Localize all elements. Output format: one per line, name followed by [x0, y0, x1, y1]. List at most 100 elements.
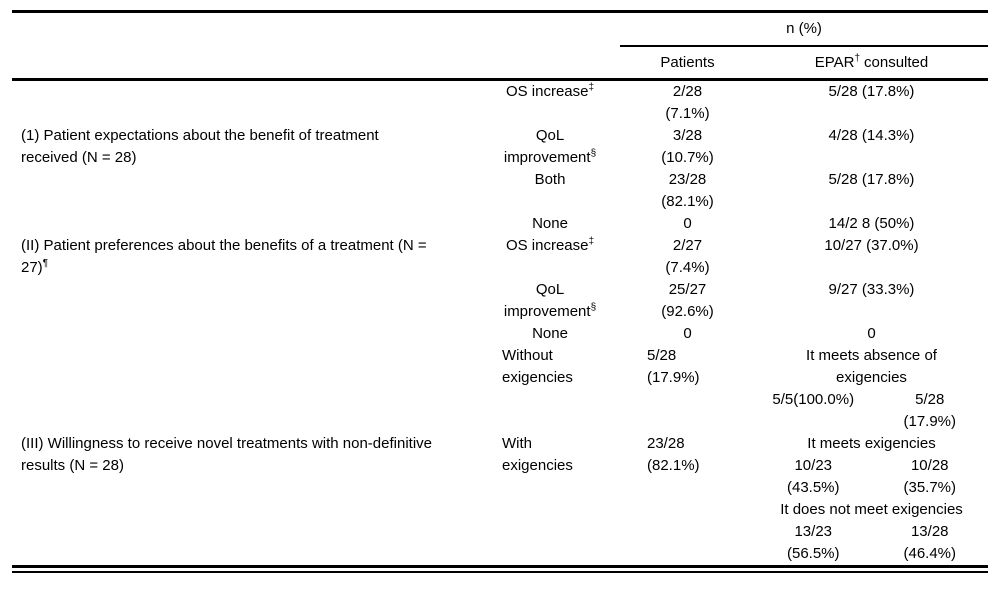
bottom-rule-thick — [12, 565, 988, 568]
value-line: 10/28 — [910, 457, 949, 474]
epar-subcolumn-right: 13/28 (46.4%) — [872, 521, 989, 565]
section-label-cell — [12, 169, 480, 213]
value-line: (10.7%) — [661, 149, 714, 166]
category-cell: Both — [480, 169, 620, 213]
value-line: 5/28 (17.8%) — [828, 171, 915, 188]
patients-cell: 3/28 (10.7%) — [620, 125, 755, 169]
patients-cell: 0 — [620, 213, 755, 235]
category-cell: OS increase‡ — [480, 81, 620, 125]
value-line: (43.5%) — [786, 479, 840, 496]
category-text: improvement — [503, 303, 591, 320]
epar-subcolumn-left: 5/5(100.0%) — [755, 389, 872, 433]
epar-subheading: It does not meet exigencies — [780, 501, 963, 518]
category-cell: None — [480, 213, 620, 235]
epar-subcolumns: 10/23 (43.5%) 10/28 (35.7%) — [755, 455, 988, 499]
category-label: With — [502, 435, 532, 452]
category-text: OS increase — [505, 237, 589, 254]
category-label: Both — [534, 171, 566, 188]
category-label: Without — [502, 347, 553, 364]
category-label: None — [532, 325, 568, 342]
value-line: 23/28 — [668, 171, 707, 188]
double-dagger-footnote-mark: ‡ — [588, 236, 595, 247]
epar-cell: 10/27 (37.0%) — [755, 235, 988, 279]
patients-column-header: Patients — [660, 54, 715, 71]
category-cell: OS increase‡ — [480, 235, 620, 279]
value-line: 2/27 — [672, 237, 703, 254]
epar-consulted-label: consulted — [864, 54, 929, 71]
section-label-line: received (N = 28) — [21, 149, 137, 166]
epar-subheading: exigencies — [836, 369, 907, 386]
section-label-line: (III) Willingness to receive novel treat… — [21, 435, 433, 452]
epar-subcolumn-right: 5/28 (17.9%) — [872, 389, 989, 433]
value-line: (82.1%) — [661, 193, 714, 210]
value-line: 9/27 (33.3%) — [828, 281, 915, 298]
epar-cell: 0 — [755, 323, 988, 345]
value-line: (35.7%) — [903, 479, 957, 496]
patients-cell: 2/27 (7.4%) — [620, 235, 755, 279]
header-bottom-rule — [12, 78, 988, 81]
value-line: 0 — [683, 215, 692, 232]
category-cell: With exigencies — [480, 433, 620, 565]
value-line: 5/28 — [915, 391, 945, 408]
epar-label: EPAR — [814, 54, 855, 71]
document-page: n (%) Patients EPAR† consulted OS increas… — [0, 10, 1000, 573]
epar-subcolumn-left: 10/23 (43.5%) — [755, 455, 872, 499]
category-cell: Without exigencies — [480, 345, 620, 433]
epar-column-header: EPAR† consulted — [755, 47, 988, 78]
section-label-cell: (II) Patient preferences about the benef… — [12, 235, 480, 279]
value-line: (92.6%) — [661, 303, 714, 320]
patients-cell: 25/27 (92.6%) — [620, 279, 755, 323]
pilcrow-footnote-mark: ¶ — [42, 258, 49, 269]
category-label: OS increase‡ — [480, 235, 620, 257]
section-label-line: (II) Patient preferences about the benef… — [21, 237, 427, 254]
epar-subheading: It meets exigencies — [807, 435, 936, 452]
value-line: 0 — [867, 325, 876, 342]
top-rule — [12, 10, 988, 13]
value-line: 5/28 — [647, 347, 677, 364]
section-label-cell — [12, 213, 480, 235]
patients-cell: 23/28 (82.1%) — [620, 169, 755, 213]
category-cell: QoL improvement§ — [480, 125, 620, 169]
patients-cell: 5/28 (17.9%) — [620, 345, 755, 433]
n-pct-header: n (%) — [786, 20, 822, 37]
epar-subcolumn-right: 10/28 (35.7%) — [872, 455, 989, 499]
double-dagger-footnote-mark: ‡ — [588, 82, 595, 93]
column-headers: Patients EPAR† consulted — [620, 47, 988, 78]
value-line: 25/27 — [668, 281, 707, 298]
section-label-cell: (III) Willingness to receive novel treat… — [12, 433, 480, 565]
section-label-cell — [12, 323, 480, 345]
category-cell: None — [480, 323, 620, 345]
section-label-cell: (1) Patient expectations about the benef… — [12, 125, 480, 169]
value-line: 3/28 — [672, 127, 703, 144]
epar-subheading: It meets absence of — [806, 347, 937, 364]
category-label: QoL — [535, 281, 565, 298]
table-body: OS increase‡ 2/28 (7.1%) 5/28 (17.8%) (1… — [12, 81, 988, 565]
value-line: 4/28 (14.3%) — [828, 127, 915, 144]
value-line: 10/23 — [794, 457, 833, 474]
value-line: 5/28 (17.8%) — [828, 83, 915, 100]
dagger-footnote-mark: † — [854, 53, 861, 64]
category-text: improvement — [503, 149, 591, 166]
epar-subcolumn-left: 13/23 (56.5%) — [755, 521, 872, 565]
section-label-text: 27) — [21, 259, 43, 276]
category-label: exigencies — [502, 369, 573, 386]
epar-cell: 4/28 (14.3%) — [755, 125, 988, 169]
header-left-spacer — [12, 13, 620, 78]
header-right-group: n (%) Patients EPAR† consulted — [620, 13, 988, 78]
category-label: improvement§ — [480, 147, 620, 169]
value-line: 2/28 — [672, 83, 703, 100]
section-label-line: results (N = 28) — [21, 457, 124, 474]
value-line: (46.4%) — [903, 545, 957, 562]
section-sign-footnote-mark: § — [590, 302, 597, 313]
bottom-rule-thin — [12, 571, 988, 573]
section-label-cell — [12, 345, 480, 433]
epar-subcolumns: 5/5(100.0%) 5/28 (17.9%) — [755, 389, 988, 433]
epar-cell: It meets exigencies 10/23 (43.5%) 10/28 … — [755, 433, 988, 565]
category-text: OS increase — [505, 83, 589, 100]
category-cell: QoL improvement§ — [480, 279, 620, 323]
epar-cell: It meets absence of exigencies 5/5(100.0… — [755, 345, 988, 433]
value-line: 13/28 — [910, 523, 949, 540]
value-line: (17.9%) — [647, 369, 700, 386]
section-sign-footnote-mark: § — [590, 148, 597, 159]
value-line: 0 — [683, 325, 692, 342]
